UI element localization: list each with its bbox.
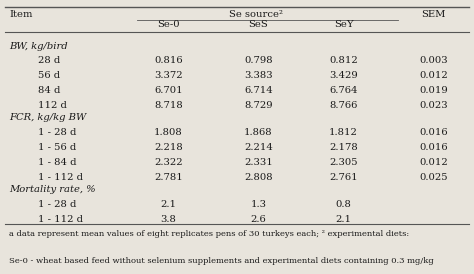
Text: 6.714: 6.714	[244, 86, 273, 95]
Text: 0.025: 0.025	[419, 173, 448, 181]
Text: 2.331: 2.331	[244, 158, 273, 167]
Text: Se-0: Se-0	[157, 20, 180, 29]
Text: 2.781: 2.781	[154, 173, 182, 181]
Text: 8.729: 8.729	[244, 101, 273, 110]
Text: FCR, kg/kg BW: FCR, kg/kg BW	[9, 113, 87, 122]
Text: 1.812: 1.812	[329, 128, 358, 137]
Text: 0.012: 0.012	[419, 158, 448, 167]
Text: 3.8: 3.8	[160, 215, 176, 224]
Text: 2.6: 2.6	[250, 215, 266, 224]
Text: 6.701: 6.701	[154, 86, 182, 95]
Text: 1.808: 1.808	[154, 128, 182, 137]
Text: 0.8: 0.8	[336, 200, 352, 209]
Text: 0.812: 0.812	[329, 56, 358, 65]
Text: Se source²: Se source²	[229, 10, 283, 19]
Text: 2.808: 2.808	[244, 173, 273, 181]
Text: 8.766: 8.766	[329, 101, 358, 110]
Text: 3.372: 3.372	[154, 71, 182, 80]
Text: SeY: SeY	[334, 20, 354, 29]
Text: 2.178: 2.178	[329, 143, 358, 152]
Text: 1.3: 1.3	[250, 200, 266, 209]
Text: 0.016: 0.016	[419, 128, 448, 137]
Text: 2.214: 2.214	[244, 143, 273, 152]
Text: 3.429: 3.429	[329, 71, 358, 80]
Text: 1 - 56 d: 1 - 56 d	[38, 143, 76, 152]
Text: 6.764: 6.764	[329, 86, 358, 95]
Text: 8.718: 8.718	[154, 101, 182, 110]
Text: 112 d: 112 d	[38, 101, 67, 110]
Text: Se-0 - wheat based feed without selenium supplements and experimental diets cont: Se-0 - wheat based feed without selenium…	[9, 257, 434, 265]
Text: 1 - 84 d: 1 - 84 d	[38, 158, 76, 167]
Text: 84 d: 84 d	[38, 86, 60, 95]
Text: 2.761: 2.761	[329, 173, 358, 181]
Text: 1 - 28 d: 1 - 28 d	[38, 128, 76, 137]
Text: 0.798: 0.798	[244, 56, 273, 65]
Text: 0.012: 0.012	[419, 71, 448, 80]
Text: SeS: SeS	[248, 20, 268, 29]
Text: 1 - 28 d: 1 - 28 d	[38, 200, 76, 209]
Text: 2.1: 2.1	[160, 200, 176, 209]
Text: 1 - 112 d: 1 - 112 d	[38, 215, 83, 224]
Text: BW, kg/bird: BW, kg/bird	[9, 42, 68, 51]
Text: a data represent mean values of eight replicates pens of 30 turkeys each; ² expe: a data represent mean values of eight re…	[9, 230, 410, 238]
Text: 1 - 112 d: 1 - 112 d	[38, 173, 83, 181]
Text: 3.383: 3.383	[244, 71, 273, 80]
Text: SEM: SEM	[421, 10, 446, 19]
Text: 56 d: 56 d	[38, 71, 60, 80]
Text: 0.816: 0.816	[154, 56, 182, 65]
Text: 1.868: 1.868	[244, 128, 273, 137]
Text: Item: Item	[9, 10, 33, 19]
Text: 28 d: 28 d	[38, 56, 60, 65]
Text: 0.003: 0.003	[419, 56, 448, 65]
Text: 0.019: 0.019	[419, 86, 448, 95]
Text: 0.023: 0.023	[419, 101, 448, 110]
Text: 2.218: 2.218	[154, 143, 182, 152]
Text: 0.016: 0.016	[419, 143, 448, 152]
Text: Mortality rate, %: Mortality rate, %	[9, 185, 96, 194]
Text: 2.1: 2.1	[336, 215, 352, 224]
Text: 2.322: 2.322	[154, 158, 182, 167]
Text: 2.305: 2.305	[329, 158, 358, 167]
